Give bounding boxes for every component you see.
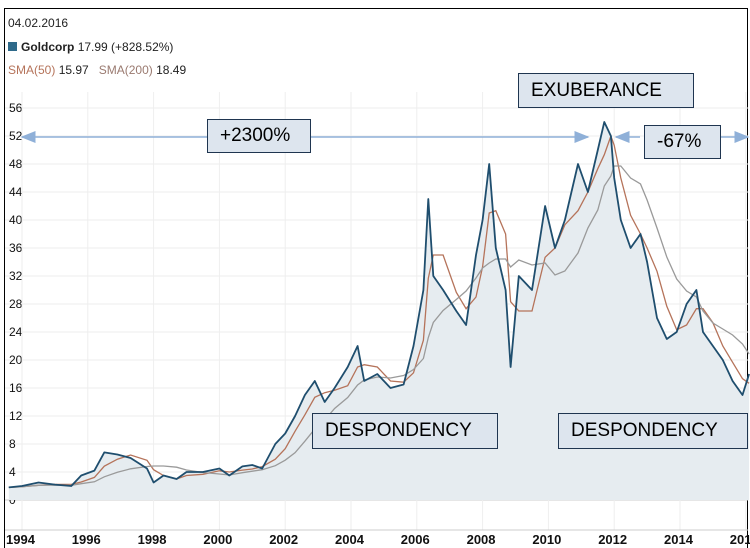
sma50-value: 15.97 xyxy=(58,63,89,77)
y-tick-label: 44 xyxy=(9,185,23,199)
y-tick-label: 52 xyxy=(9,129,23,143)
y-tick-label: 28 xyxy=(9,297,23,311)
price-line xyxy=(8,121,750,489)
x-tick-label: 1996 xyxy=(72,532,101,547)
legend-goldcorp: Goldcorp 17.99 (+828.52%) xyxy=(8,40,173,54)
legend-sma: SMA(50) 15.97 SMA(200) 18.49 xyxy=(8,63,186,77)
legend-swatch xyxy=(8,42,17,51)
y-tick-label: 16 xyxy=(9,381,23,395)
annotation-loss: -67% xyxy=(644,125,721,159)
annotation-gain: +2300% xyxy=(207,119,311,153)
legend-series-name: Goldcorp xyxy=(21,40,75,54)
annotation-exuberance: EXUBERANCE xyxy=(518,73,694,108)
chart-frame xyxy=(4,8,748,548)
x-tick-label: 1994 xyxy=(6,532,36,547)
y-tick-label: 24 xyxy=(9,325,23,339)
x-tick-label: 1998 xyxy=(138,532,167,547)
y-tick-label: 20 xyxy=(9,353,23,367)
annotation-despondency-2: DESPONDENCY xyxy=(558,413,748,449)
x-tick-label: 2000 xyxy=(203,532,232,547)
x-tick-label: 201 xyxy=(730,532,750,547)
y-tick-label: 4 xyxy=(9,465,16,479)
annotation-despondency-1: DESPONDENCY xyxy=(312,413,498,449)
x-tick-label: 2004 xyxy=(335,532,365,547)
y-tick-label: 40 xyxy=(9,213,23,227)
sma200-line xyxy=(8,165,750,489)
y-tick-label: 32 xyxy=(9,269,23,283)
x-tick-label: 2012 xyxy=(598,532,627,547)
x-tick-label: 2014 xyxy=(664,532,694,547)
price-area xyxy=(8,122,750,500)
x-tick-label: 2008 xyxy=(467,532,496,547)
sma200-label: SMA(200) xyxy=(98,63,153,77)
y-tick-label: 56 xyxy=(9,101,23,115)
date-label: 04.02.2016 xyxy=(8,16,69,30)
sma50-label: SMA(50) xyxy=(8,63,56,77)
y-tick-label: 36 xyxy=(9,241,23,255)
x-tick-label: 2002 xyxy=(269,532,298,547)
y-tick-label: 48 xyxy=(9,157,23,171)
y-tick-label: 12 xyxy=(9,409,23,423)
y-tick-label: 8 xyxy=(9,437,16,451)
sma200-value: 18.49 xyxy=(156,63,187,77)
x-tick-label: 2006 xyxy=(401,532,430,547)
x-tick-label: 2010 xyxy=(532,532,561,547)
legend-series-value: 17.99 (+828.52%) xyxy=(77,40,174,54)
